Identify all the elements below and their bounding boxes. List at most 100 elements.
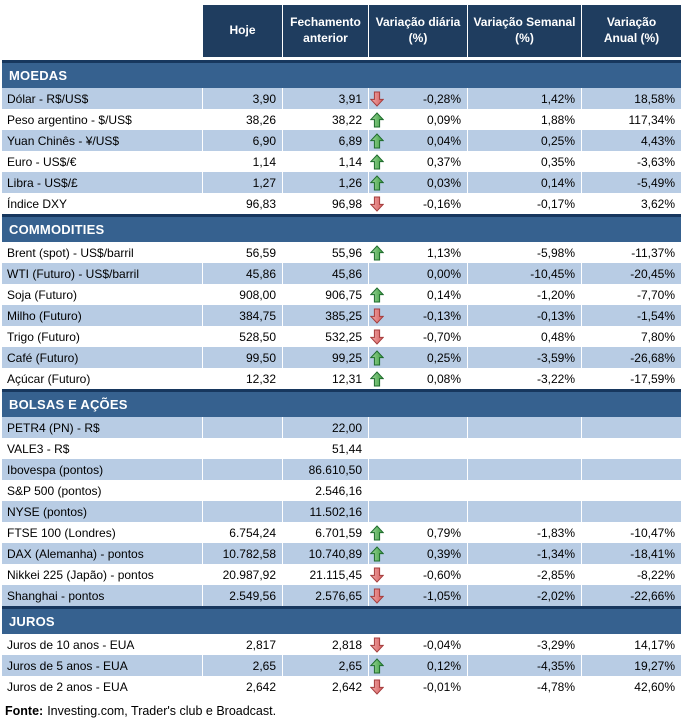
down-arrow-icon — [370, 588, 384, 604]
daily-variation-value: -0,16% — [422, 196, 461, 211]
variacao-semanal-cell: 0,25% — [467, 130, 581, 151]
hoje-cell: 2,642 — [202, 676, 282, 697]
variacao-anual-cell: -7,70% — [581, 284, 681, 305]
variacao-semanal-cell: 1,88% — [467, 109, 581, 130]
variacao-semanal-cell: -2,02% — [467, 585, 581, 606]
daily-variation-value: -0,70% — [422, 329, 461, 344]
daily-variation-value: 0,03% — [426, 175, 461, 190]
source-note: Fonte: Investing.com, Trader's club e Bro… — [2, 704, 681, 718]
up-arrow-icon — [370, 111, 384, 128]
hoje-cell: 12,32 — [202, 368, 282, 389]
down-arrow-icon — [370, 679, 384, 695]
fechamento-anterior-cell: 2.576,65 — [282, 585, 368, 606]
daily-variation-value: 0,12% — [426, 658, 461, 673]
hoje-cell: 6.754,24 — [202, 522, 282, 543]
table-header-row: Hoje Fechamento anterior Variação diária… — [2, 5, 681, 57]
daily-variation-value: 0,08% — [426, 371, 461, 386]
hoje-cell: 908,00 — [202, 284, 282, 305]
row-label-cell: Juros de 2 anos - EUA — [7, 679, 128, 694]
table-row: Yuan Chinês - ¥/US$ 6,90 6,89 0,04% 0,25% 4,4… — [2, 130, 681, 151]
fechamento-anterior-cell: 11.502,16 — [282, 501, 368, 522]
variacao-diaria-cell: 0,25% — [368, 347, 467, 368]
variacao-anual-cell: 3,62% — [581, 193, 681, 214]
variacao-semanal-cell — [467, 480, 581, 501]
table-row: VALE3 - R$ 51,44 — [2, 438, 681, 459]
fechamento-anterior-cell: 3,91 — [282, 88, 368, 109]
table-row: Ibovespa (pontos) 86.610,50 — [2, 459, 681, 480]
row-label-cell: Café (Futuro) — [2, 347, 202, 368]
variacao-anual-cell: -11,37% — [581, 242, 681, 263]
up-arrow-icon — [370, 153, 384, 170]
variacao-diaria-cell: -0,04% — [368, 634, 467, 655]
variacao-semanal-cell: -0,13% — [467, 305, 581, 326]
variacao-diaria-cell: -0,60% — [368, 564, 467, 585]
down-arrow-icon — [370, 308, 384, 324]
daily-variation-value: 0,14% — [426, 287, 461, 302]
hoje-cell: 56,59 — [202, 242, 282, 263]
variacao-anual-cell: 18,58% — [581, 88, 681, 109]
variacao-semanal-cell: 0,35% — [467, 151, 581, 172]
hoje-cell: 20.987,92 — [202, 564, 282, 585]
hoje-cell: 384,75 — [202, 305, 282, 326]
table-row: Juros de 10 anos - EUA 2,817 2,818 -0,04% -3… — [2, 634, 681, 655]
fechamento-anterior-cell: 6.701,59 — [282, 522, 368, 543]
fechamento-anterior-cell: 86.610,50 — [282, 459, 368, 480]
variacao-semanal-cell: 1,42% — [467, 88, 581, 109]
daily-variation-value: 0,25% — [426, 350, 461, 365]
hoje-cell — [202, 438, 282, 459]
variacao-anual-cell: -8,22% — [581, 564, 681, 585]
up-arrow-icon — [370, 244, 384, 261]
up-arrow-icon — [370, 132, 384, 149]
fechamento-anterior-cell: 51,44 — [282, 438, 368, 459]
hoje-cell: 38,26 — [202, 109, 282, 130]
variacao-diaria-cell: 0,00% — [368, 263, 467, 284]
up-arrow-icon — [370, 524, 384, 541]
fechamento-anterior-cell: 2,642 — [282, 676, 368, 697]
fechamento-anterior-cell: 99,25 — [282, 347, 368, 368]
variacao-diaria-cell: -0,16% — [368, 193, 467, 214]
variacao-semanal-cell — [467, 501, 581, 522]
fechamento-anterior-cell: 6,89 — [282, 130, 368, 151]
up-arrow-icon — [370, 370, 384, 387]
table-row: Nikkei 225 (Japão) - pontos 20.987,92 21.1… — [2, 564, 681, 585]
up-arrow-icon — [370, 657, 384, 674]
hoje-cell — [202, 417, 282, 438]
variacao-semanal-cell: -3,59% — [467, 347, 581, 368]
row-label-cell: Yuan Chinês - ¥/US$ — [2, 130, 202, 151]
daily-variation-value: 1,13% — [426, 245, 461, 260]
table-row: Açúcar (Futuro) 12,32 12,31 0,08% -3,22% -17,… — [2, 368, 681, 389]
table-row: Peso argentino - $/US$ 38,26 38,22 0,09% 1,8… — [2, 109, 681, 130]
row-label-cell: Libra - US$/£ — [2, 172, 202, 193]
fechamento-anterior-cell: 2.546,16 — [282, 480, 368, 501]
variacao-diaria-cell — [368, 501, 467, 522]
fechamento-anterior-cell: 1,14 — [282, 151, 368, 172]
table-row: Shanghai - pontos 2.549,56 2.576,65 -1,05% -… — [2, 585, 681, 606]
variacao-diaria-cell: 0,37% — [368, 151, 467, 172]
daily-variation-value: 0,79% — [426, 525, 461, 540]
hoje-cell: 3,90 — [202, 88, 282, 109]
variacao-anual-cell: -18,41% — [581, 543, 681, 564]
variacao-anual-cell: 117,34% — [581, 109, 681, 130]
row-label-cell: Brent (spot) - US$/barril — [7, 245, 134, 260]
variacao-semanal-cell: -10,45% — [467, 263, 581, 284]
column-header-hoje: Hoje — [202, 5, 282, 57]
hoje-cell — [202, 459, 282, 480]
table-row: Índice DXY 96,83 96,98 -0,16% -0,17% 3,62% — [2, 193, 681, 214]
variacao-diaria-cell: -0,01% — [368, 676, 467, 697]
table-row: Euro - US$/€ 1,14 1,14 0,37% 0,35% -3,63% — [2, 151, 681, 172]
hoje-cell: 96,83 — [202, 193, 282, 214]
table-row: DAX (Alemanha) - pontos 10.782,58 10.740,8… — [2, 543, 681, 564]
hoje-cell: 2,65 — [202, 655, 282, 676]
section-header-juros: JUROS — [2, 606, 681, 634]
fechamento-anterior-cell: 21.115,45 — [282, 564, 368, 585]
variacao-semanal-cell: -3,29% — [467, 634, 581, 655]
daily-variation-value: 0,37% — [426, 154, 461, 169]
row-label-cell: PETR4 (PN) - R$ — [2, 417, 202, 438]
table-row: Trigo (Futuro) 528,50 532,25 -0,70% 0,48% 7,8… — [2, 326, 681, 347]
fechamento-anterior-cell: 906,75 — [282, 284, 368, 305]
variacao-semanal-cell — [467, 459, 581, 480]
fechamento-anterior-cell: 532,25 — [282, 326, 368, 347]
hoje-cell: 10.782,58 — [202, 543, 282, 564]
table-row: Juros de 5 anos - EUA 2,65 2,65 0,12% -4,35%… — [2, 655, 681, 676]
column-header-fechamento-anterior: Fechamento anterior — [282, 5, 368, 57]
